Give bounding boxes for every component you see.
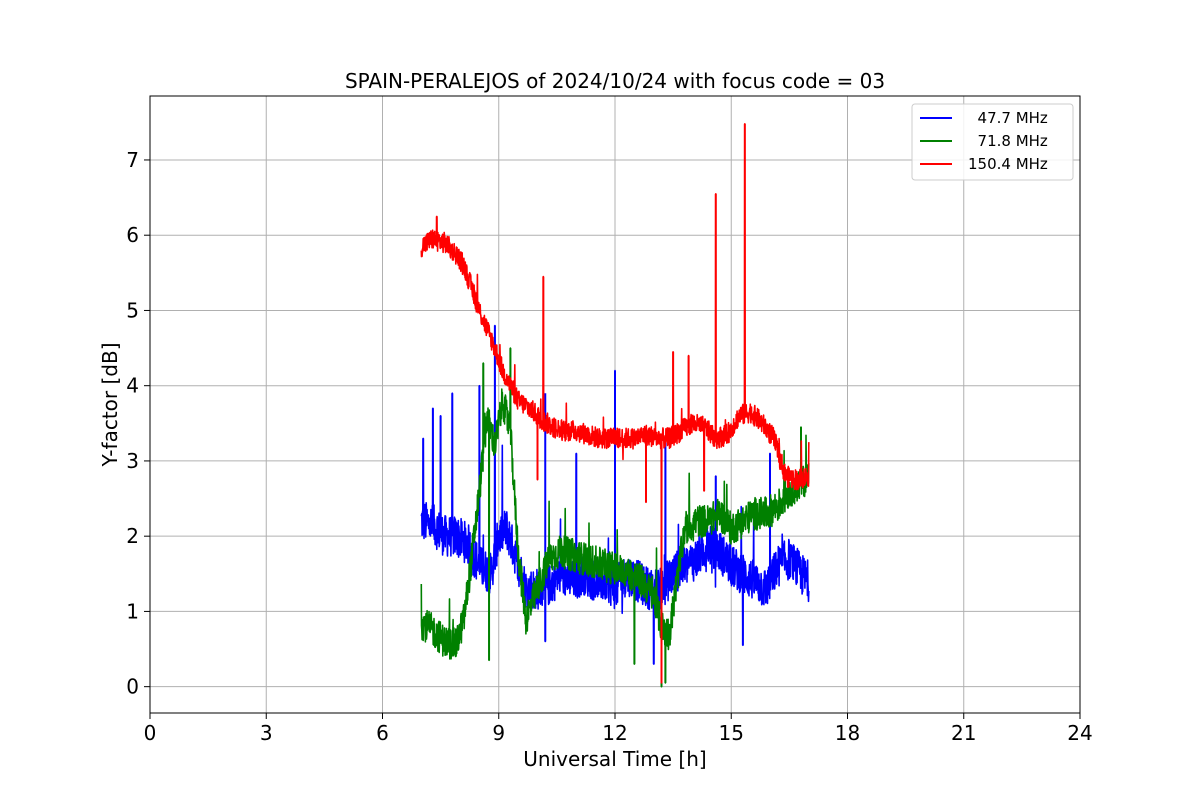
y-tick-label: 7: [126, 148, 139, 172]
y-tick-label: 2: [126, 524, 139, 548]
y-tick-label: 4: [126, 374, 139, 398]
y-tick-label: 0: [126, 675, 139, 699]
x-axis-label: Universal Time [h]: [523, 747, 706, 771]
legend-label: 47.7 MHz: [968, 109, 1048, 127]
x-tick-label: 6: [376, 721, 389, 745]
x-tick-label: 9: [492, 721, 505, 745]
x-tick-label: 15: [719, 721, 744, 745]
y-tick-label: 3: [126, 449, 139, 473]
legend-box: [911, 103, 1074, 181]
legend-label: 71.8 MHz: [968, 132, 1048, 150]
x-tick-label: 12: [602, 721, 627, 745]
y-tick-label: 5: [126, 298, 139, 322]
x-tick-label: 21: [951, 721, 976, 745]
series-line-1: [420, 347, 810, 688]
series-line-2: [420, 123, 810, 684]
y-tick-label: 6: [126, 223, 139, 247]
y-tick-label: 1: [126, 599, 139, 623]
x-tick-label: 24: [1067, 721, 1092, 745]
x-tick-label: 0: [144, 721, 157, 745]
legend-label: 150.4 MHz: [968, 155, 1048, 173]
series-line-0: [420, 324, 810, 665]
x-tick-label: 18: [835, 721, 860, 745]
series-layer: [420, 123, 810, 688]
chart-title: SPAIN-PERALEJOS of 2024/10/24 with focus…: [345, 69, 885, 93]
legend: 47.7 MHz 71.8 MHz 150.4 MHz: [911, 103, 1074, 181]
y-axis-label: Y-factor [dB]: [98, 342, 122, 467]
x-tick-label: 3: [260, 721, 273, 745]
